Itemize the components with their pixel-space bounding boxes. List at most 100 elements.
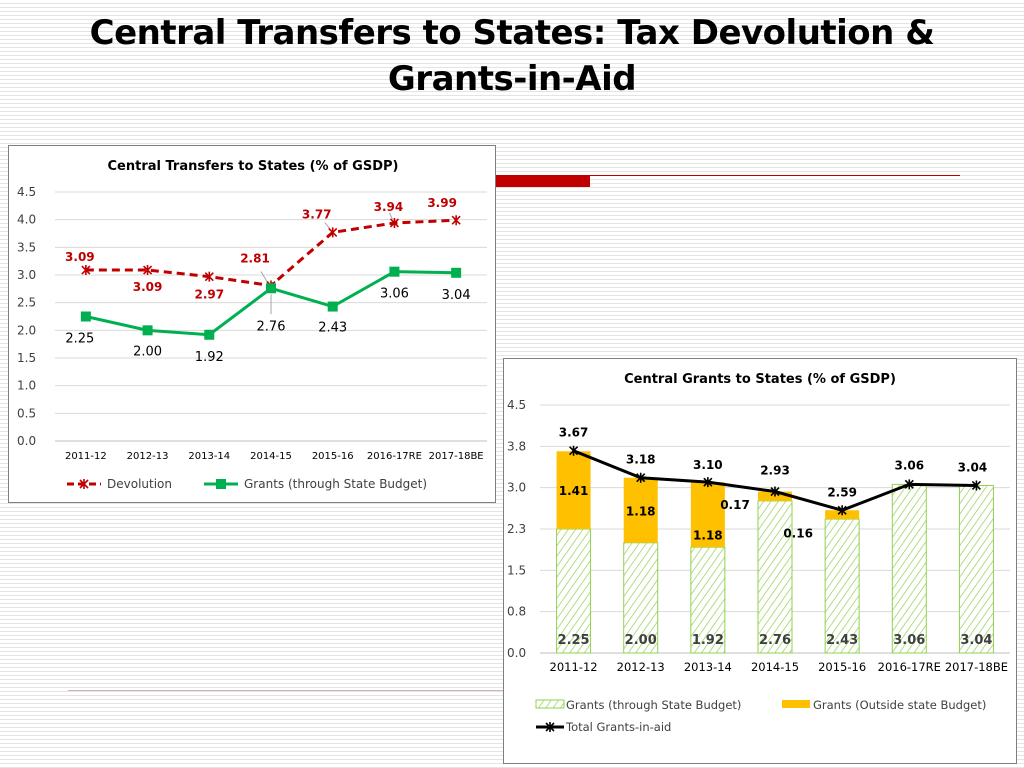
point-total-strokes	[837, 505, 847, 516]
data-label-devolution: 3.99	[427, 196, 457, 210]
x-tick-label: 2017-18BE	[945, 660, 1008, 674]
point-total-strokes	[636, 472, 646, 483]
y-tick-label: 1.0	[17, 379, 36, 393]
point-devolution	[328, 227, 338, 238]
y-tick-label: 1.5	[507, 563, 526, 577]
point-grants	[80, 311, 91, 322]
data-label-outside: 1.18	[693, 529, 723, 543]
legend-label-inside: Grants (through State Budget)	[566, 698, 741, 712]
data-label-outside: 1.41	[559, 484, 589, 498]
data-label-inside: 2.25	[558, 633, 590, 648]
point-grants	[389, 266, 400, 277]
data-label-total: 3.06	[894, 458, 924, 472]
data-label-inside: 2.76	[759, 633, 791, 648]
x-tick-label: 2014-15	[751, 660, 799, 674]
page-title: Central Transfers to States: Tax Devolut…	[40, 10, 984, 102]
point-total-strokes	[770, 486, 780, 497]
data-label-total: 3.10	[693, 458, 723, 472]
legend-swatch-inside	[535, 699, 565, 709]
x-tick-label: 2012-13	[617, 660, 665, 674]
y-tick-label: 3.5	[17, 240, 36, 254]
point-total	[569, 445, 579, 456]
point-grants	[327, 301, 338, 312]
data-label-grants: 3.04	[442, 288, 471, 303]
data-label-devolution: 3.09	[133, 280, 163, 294]
decorative-red-bar	[496, 175, 590, 187]
x-tick-label: 2013-14	[684, 660, 732, 674]
chart-panel-transfers: Central Transfers to States (% of GSDP) 0…	[8, 145, 496, 503]
leader-line	[260, 271, 268, 282]
data-label-grants: 2.76	[257, 319, 286, 334]
point-grants	[451, 267, 462, 278]
bar-grants-outside	[623, 477, 658, 543]
data-label-total: 2.93	[760, 464, 790, 478]
chart-grants: Central Grants to States (% of GSDP) 0.0 0…	[507, 372, 1010, 734]
data-label-total: 2.59	[827, 485, 857, 499]
y-tick-label: 4.5	[507, 398, 526, 412]
data-label-devolution: 3.09	[65, 250, 95, 264]
x-tick-label: 2013-14	[188, 451, 230, 462]
point-devolution	[389, 217, 399, 228]
legend-label-grants: Grants (through State Budget)	[244, 477, 427, 491]
y-tick-label: 0.0	[507, 646, 526, 660]
chart-title: Central Transfers to States (% of GSDP)	[108, 159, 399, 174]
y-tick-label: 2.5	[17, 296, 36, 310]
data-label-devolution: 2.97	[194, 288, 224, 302]
y-tick-label: 3.0	[17, 268, 36, 282]
x-tick-label: 2015-16	[818, 660, 866, 674]
bar-grants-inside	[757, 500, 793, 654]
y-tick-label: 0.0	[17, 434, 36, 448]
leader-line	[324, 222, 331, 229]
data-label-inside: 3.06	[893, 633, 925, 648]
data-label-grants: 2.43	[318, 321, 347, 336]
x-tick-label: 2014-15	[250, 451, 292, 462]
y-tick-label: 0.8	[507, 605, 526, 619]
point-total	[770, 486, 780, 497]
decorative-red-line-bottom	[68, 690, 504, 691]
point-devolution-strokes	[204, 271, 214, 282]
data-label-grants: 1.92	[195, 350, 224, 365]
data-label-devolution: 2.81	[240, 252, 270, 266]
legend-marker-grants	[216, 479, 226, 489]
data-label-outside: 0.17	[720, 498, 750, 512]
point-grants	[142, 325, 153, 336]
decorative-red-line-top	[496, 175, 960, 176]
point-devolution-strokes	[328, 227, 338, 238]
chart-transfers: Central Transfers to States (% of GSDP) 0…	[17, 159, 487, 491]
bar-grants-inside	[824, 518, 860, 654]
data-label-inside: 1.92	[692, 633, 724, 648]
point-total-strokes	[703, 477, 713, 488]
bar-grants-inside	[958, 484, 994, 654]
legend-marker-devolution-strokes	[79, 479, 89, 489]
data-label-grants: 2.00	[133, 344, 162, 359]
point-devolution	[81, 265, 91, 276]
data-label-devolution: 3.77	[302, 207, 332, 221]
point-total	[837, 505, 847, 516]
point-devolution	[451, 215, 461, 226]
legend-label-total: Total Grants-in-aid	[565, 720, 671, 734]
y-tick-label: 0.5	[17, 406, 36, 420]
legend-marker-total	[545, 722, 555, 732]
legend-marker-devolution	[79, 479, 89, 489]
x-tick-label: 2011-12	[65, 451, 107, 462]
y-tick-label: 2.0	[17, 323, 36, 337]
data-label-grants: 3.06	[380, 287, 409, 302]
point-devolution	[204, 271, 214, 282]
data-label-outside: 0.16	[783, 527, 813, 541]
data-label-devolution: 3.94	[374, 200, 404, 214]
bar-grants-inside	[891, 483, 927, 654]
data-label-inside: 3.04	[960, 633, 992, 648]
point-devolution-strokes	[81, 265, 91, 276]
data-label-outside: 1.18	[626, 504, 656, 518]
y-tick-label: 1.5	[17, 351, 36, 365]
y-tick-label: 3.0	[507, 481, 526, 495]
data-label-inside: 2.43	[826, 633, 858, 648]
chart-title: Central Grants to States (% of GSDP)	[624, 372, 896, 387]
point-total	[904, 479, 914, 490]
data-label-total: 3.04	[958, 460, 988, 474]
legend-marker-total-strokes	[545, 722, 555, 732]
bar-grants-inside	[556, 528, 592, 654]
legend-label-devolution: Devolution	[107, 477, 172, 491]
point-grants	[266, 283, 276, 294]
bar-grants-outside	[690, 482, 725, 548]
